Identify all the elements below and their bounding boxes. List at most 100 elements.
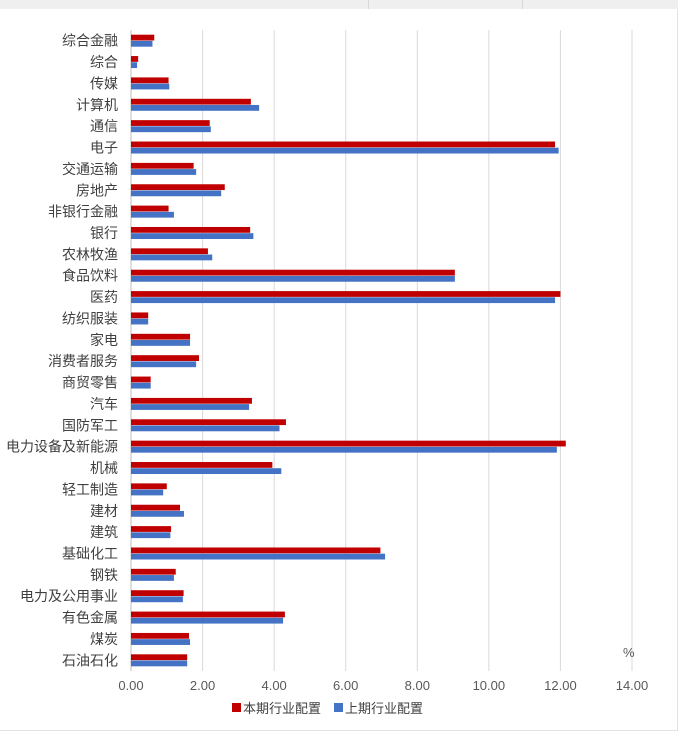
bar-previous bbox=[131, 468, 282, 475]
x-tick-label: 2.00 bbox=[190, 678, 215, 693]
bar-current bbox=[131, 269, 455, 276]
bar-previous bbox=[131, 126, 211, 133]
bar-previous bbox=[131, 404, 250, 410]
x-tick-label: 0.00 bbox=[118, 678, 143, 693]
legend-swatch-previous bbox=[334, 703, 343, 712]
bar-current bbox=[131, 419, 286, 426]
category-label: 通信 bbox=[90, 118, 118, 134]
category-label: 消费者服务 bbox=[48, 353, 118, 369]
bar-previous bbox=[131, 104, 260, 111]
category-label: 建材 bbox=[90, 503, 118, 519]
x-tick-label: 10.00 bbox=[473, 678, 506, 693]
bar-previous bbox=[131, 318, 149, 325]
bar-current bbox=[131, 120, 210, 126]
legend-swatch-current bbox=[232, 703, 241, 712]
bar-current bbox=[131, 184, 225, 191]
category-label: 家电 bbox=[90, 332, 118, 348]
category-label: 电力及公用事业 bbox=[20, 588, 118, 604]
bar-previous bbox=[131, 40, 153, 47]
bar-current bbox=[131, 376, 151, 383]
bar-previous bbox=[131, 340, 191, 346]
bar-current bbox=[131, 462, 273, 468]
window-top-bar bbox=[0, 0, 678, 9]
bar-current bbox=[131, 355, 199, 361]
bar-previous bbox=[131, 639, 191, 645]
bar-current bbox=[131, 205, 169, 212]
category-label: 有色金属 bbox=[62, 610, 118, 626]
bars bbox=[131, 34, 566, 667]
bar-previous bbox=[131, 489, 164, 496]
bar-current bbox=[131, 504, 181, 511]
bar-current bbox=[131, 333, 191, 340]
category-label: 基础化工 bbox=[62, 545, 118, 561]
bar-previous bbox=[131, 233, 254, 239]
legend-label-previous: 上期行业配置 bbox=[345, 701, 423, 716]
bar-current bbox=[131, 226, 251, 233]
x-tick-label: 4.00 bbox=[261, 678, 286, 693]
category-label: 煤炭 bbox=[90, 631, 118, 647]
bar-current bbox=[131, 611, 285, 618]
category-label: 汽车 bbox=[90, 396, 118, 412]
category-label: 电子 bbox=[90, 140, 118, 156]
legend: 本期行业配置 上期行业配置 bbox=[232, 701, 423, 716]
bar-previous bbox=[131, 211, 174, 218]
category-label: 石油石化 bbox=[62, 652, 118, 668]
category-label: 非银行金融 bbox=[48, 204, 118, 220]
bar-current bbox=[131, 483, 167, 490]
category-label: 计算机 bbox=[76, 97, 118, 113]
bar-current bbox=[131, 632, 189, 639]
bar-previous bbox=[131, 617, 284, 624]
bar-current bbox=[131, 291, 561, 297]
category-label: 纺织服装 bbox=[62, 310, 118, 326]
grid-lines bbox=[130, 30, 633, 671]
bar-current bbox=[131, 397, 252, 404]
bar-current bbox=[131, 526, 172, 532]
bar-previous bbox=[131, 62, 138, 69]
x-tick-label: 8.00 bbox=[405, 678, 430, 693]
bar-previous bbox=[131, 254, 213, 261]
category-label: 银行 bbox=[90, 225, 118, 241]
unit-label: % bbox=[623, 645, 635, 660]
bar-current bbox=[131, 98, 251, 105]
category-label: 交通运输 bbox=[62, 161, 118, 177]
category-label: 综合 bbox=[90, 54, 118, 70]
bar-current bbox=[131, 654, 188, 661]
bar-current bbox=[131, 77, 169, 84]
bar-current bbox=[131, 590, 184, 597]
bar-previous bbox=[131, 297, 556, 304]
category-label: 商贸零售 bbox=[62, 375, 118, 391]
bar-previous bbox=[131, 361, 197, 368]
bar-current bbox=[131, 56, 139, 62]
category-label: 农林牧渔 bbox=[62, 246, 118, 262]
category-label: 传媒 bbox=[90, 75, 118, 91]
bar-previous bbox=[131, 553, 386, 560]
bar-previous bbox=[131, 510, 184, 517]
bar-previous bbox=[131, 190, 222, 197]
bar-previous bbox=[131, 275, 455, 282]
category-label: 建筑 bbox=[90, 524, 118, 540]
legend-label-current: 本期行业配置 bbox=[243, 701, 321, 716]
bar-previous bbox=[131, 425, 280, 432]
bar-previous bbox=[131, 660, 188, 667]
bar-current bbox=[131, 248, 208, 255]
bar-previous bbox=[131, 575, 174, 581]
bar-previous bbox=[131, 83, 170, 90]
bar-current bbox=[131, 162, 194, 169]
bar-current bbox=[131, 34, 155, 41]
category-label: 房地产 bbox=[76, 182, 118, 198]
x-tick-label: 14.00 bbox=[616, 678, 649, 693]
bar-previous bbox=[131, 382, 151, 389]
category-label: 机械 bbox=[90, 460, 118, 476]
bar-previous bbox=[131, 596, 183, 603]
category-label: 轻工制造 bbox=[62, 481, 118, 497]
bar-previous bbox=[131, 532, 171, 539]
x-tick-label: 12.00 bbox=[544, 678, 577, 693]
bar-previous bbox=[131, 446, 557, 453]
bar-current bbox=[131, 312, 149, 319]
bar-current bbox=[131, 547, 381, 554]
bar-previous bbox=[131, 147, 559, 154]
x-tick-label: 6.00 bbox=[333, 678, 358, 693]
category-label: 食品饮料 bbox=[62, 268, 118, 284]
category-label: 国防军工 bbox=[62, 417, 118, 433]
bar-current bbox=[131, 440, 566, 447]
